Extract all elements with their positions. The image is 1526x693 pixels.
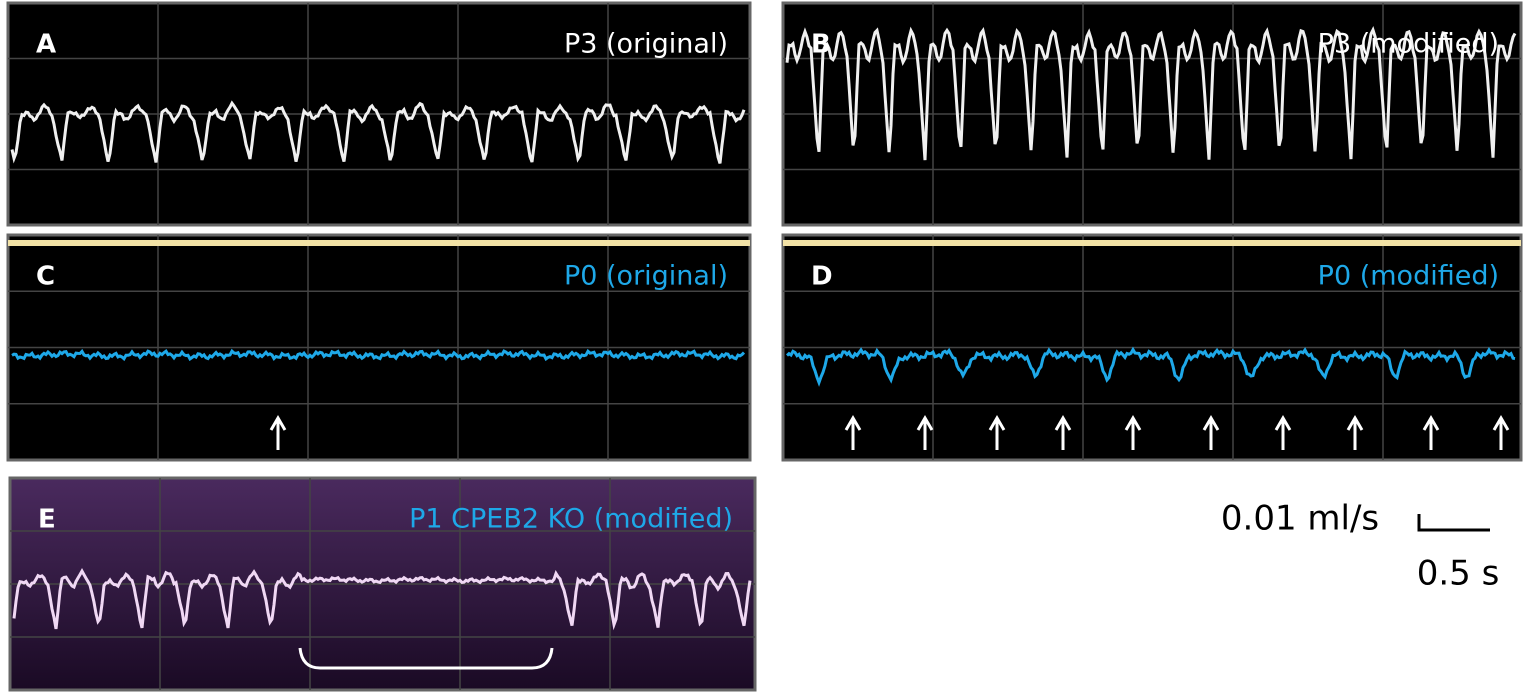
arrow (1054, 415, 1072, 450)
arrow (269, 415, 287, 450)
panel-label: P0 (original) (564, 261, 728, 292)
scale-bar (1417, 514, 1490, 532)
panel-letter: B (811, 30, 831, 60)
waveform (785, 346, 1516, 387)
panel-label: P0 (modified) (1318, 261, 1499, 292)
panel: C P0 (original) (6, 233, 752, 462)
arrow (1202, 415, 1220, 450)
panel: E P1 CPEB2 KO (modified) (8, 476, 757, 692)
waveform (11, 348, 746, 362)
panel: A P3 (original) (6, 1, 752, 227)
arrow (1346, 415, 1364, 450)
panel-letter: D (811, 262, 833, 292)
panels: A P3 (original) B P3 (modified) C P0 (origina… (6, 1, 1523, 692)
bracket (298, 647, 554, 670)
top-bar (783, 240, 1521, 246)
arrow (1492, 415, 1510, 450)
scale-x-label: 0.5 s (1417, 554, 1500, 594)
panel-letter: E (38, 505, 56, 535)
arrow (1422, 415, 1440, 450)
arrow (1274, 415, 1292, 450)
panel: D P0 (modified) (781, 233, 1523, 462)
waveform (785, 26, 1517, 161)
panel-letter: C (36, 262, 55, 292)
panel: B P3 (modified) (781, 1, 1523, 227)
arrow (988, 415, 1006, 450)
panel-label: P3 (original) (564, 29, 728, 60)
waveform (12, 568, 752, 631)
panel-label: P1 CPEB2 KO (modified) (409, 504, 733, 535)
waveform (10, 100, 746, 164)
arrow (916, 415, 934, 450)
panel-label: P3 (modified) (1318, 29, 1499, 60)
scale-y-label: 0.01 ml/s (1221, 499, 1379, 539)
arrow (1124, 415, 1142, 450)
panel-letter: A (36, 30, 56, 60)
top-bar (8, 240, 750, 246)
arrow (844, 415, 862, 450)
